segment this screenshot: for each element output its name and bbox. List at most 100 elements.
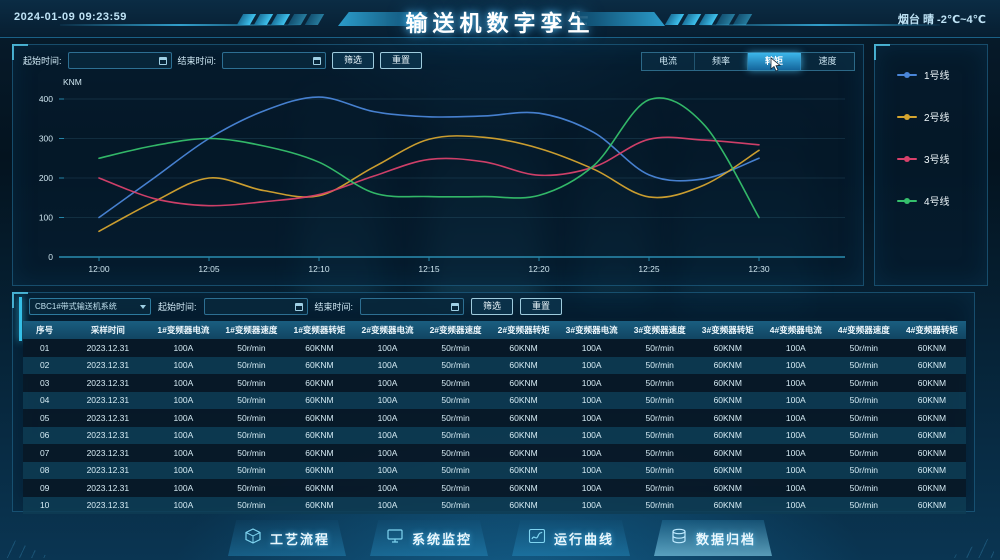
table-row[interactable]: 05 2023.12.31 100A 50r/min 60KNM 100A 50r/min 6… — [23, 409, 966, 427]
table-cell: 50r/min — [421, 479, 490, 497]
table-row[interactable]: 08 2023.12.31 100A 50r/min 60KNM 100A 50r/min 6… — [23, 461, 966, 479]
nav-label: 数据归档 — [695, 531, 756, 547]
chart-filter-button[interactable]: 筛选 — [332, 52, 375, 69]
legend-swatch — [897, 71, 917, 78]
nav-item-1[interactable]: 系统监控 — [370, 520, 488, 556]
table-cell: 60KNM — [897, 461, 966, 479]
table-cell: 2023.12.31 — [66, 426, 150, 444]
chart-end-date-input[interactable] — [223, 55, 326, 71]
table-cell: 60KNM — [285, 391, 354, 409]
table-row[interactable]: 10 2023.12.31 100A 50r/min 60KNM 100A 50r/min 6… — [23, 496, 966, 514]
nav-item-3[interactable]: 数据归档 — [654, 520, 772, 556]
table-start-date-field[interactable] — [203, 298, 308, 317]
table-cell: 60KNM — [285, 479, 354, 497]
table-cell: 08 — [23, 461, 67, 479]
chart-end-date-field[interactable] — [222, 52, 327, 71]
table-cell: 60KNM — [693, 356, 762, 374]
table-column-header: 序号 — [23, 321, 67, 339]
table-cell: 2023.12.31 — [66, 479, 150, 497]
table-cell: 50r/min — [625, 391, 694, 409]
table-column-header: 3#变频器速度 — [625, 321, 694, 339]
table-row[interactable]: 04 2023.12.31 100A 50r/min 60KNM 100A 50r/min 6… — [23, 391, 966, 409]
table-cell: 09 — [23, 479, 67, 497]
chart-legend: 1号线 2号线 3号线 4号线 — [875, 45, 987, 208]
table-header-row: 序号 采样时间 1#变频器电流 1#变频器速度 1#变频器转矩 2#变频器电流 2#变频器速… — [23, 321, 966, 339]
table-cell: 100A — [149, 426, 218, 444]
table-cell: 50r/min — [829, 496, 898, 514]
table-cell: 60KNM — [285, 496, 354, 514]
header-swoosh-right — [575, 12, 665, 26]
table-start-date-input[interactable] — [204, 301, 307, 317]
table-cell: 50r/min — [829, 339, 898, 357]
table-cell: 50r/min — [421, 356, 490, 374]
calendar-icon[interactable] — [313, 57, 322, 65]
legend-item-0[interactable]: 1号线 — [897, 67, 987, 82]
calendar-icon[interactable] — [294, 303, 303, 311]
table-cell: 60KNM — [489, 356, 558, 374]
metric-tab-1[interactable]: 频率 — [695, 53, 748, 70]
table-cell: 50r/min — [625, 461, 694, 479]
svg-text:300: 300 — [39, 134, 53, 144]
calendar-icon[interactable] — [451, 303, 460, 311]
table-cell: 100A — [557, 356, 626, 374]
table-cell: 100A — [353, 409, 422, 427]
header-swoosh-left — [338, 12, 428, 26]
table-row[interactable]: 03 2023.12.31 100A 50r/min 60KNM 100A 50r/min 6… — [23, 374, 966, 392]
nav-item-2[interactable]: 运行曲线 — [512, 520, 630, 556]
chart-start-date-input[interactable] — [68, 55, 171, 71]
table-reset-button[interactable]: 重置 — [520, 298, 563, 315]
table-cell: 100A — [761, 461, 830, 479]
table-cell: 60KNM — [489, 426, 558, 444]
table-filter-button[interactable]: 筛选 — [471, 298, 514, 315]
nav-item-0[interactable]: 工艺流程 — [228, 520, 346, 556]
table-row[interactable]: 06 2023.12.31 100A 50r/min 60KNM 100A 50r/min 6… — [23, 426, 966, 444]
system-select-value: CBC1#带式输送机系统 — [35, 302, 117, 311]
table-column-header: 1#变频器转矩 — [285, 321, 354, 339]
table-cell: 50r/min — [217, 356, 286, 374]
table-row[interactable]: 01 2023.12.31 100A 50r/min 60KNM 100A 50r/min 6… — [23, 339, 966, 357]
table-cell: 50r/min — [829, 356, 898, 374]
table-cell: 2023.12.31 — [66, 391, 150, 409]
system-select[interactable]: CBC1#带式输送机系统 — [29, 298, 151, 315]
legend-item-2[interactable]: 3号线 — [897, 151, 987, 166]
monitor-icon — [387, 528, 403, 543]
table-cell: 60KNM — [897, 479, 966, 497]
end-time-label: 结束时间: — [314, 302, 354, 312]
table-cell: 100A — [149, 391, 218, 409]
table-cell: 100A — [557, 444, 626, 462]
table-cell: 50r/min — [829, 444, 898, 462]
table-end-date-input[interactable] — [361, 301, 464, 317]
table-cell: 100A — [353, 444, 422, 462]
chart-start-date-field[interactable] — [67, 52, 172, 71]
table-cell: 100A — [149, 496, 218, 514]
table-cell: 60KNM — [693, 444, 762, 462]
table-column-header: 2#变频器速度 — [421, 321, 490, 339]
table-cell: 100A — [353, 374, 422, 392]
table-cell: 50r/min — [217, 391, 286, 409]
weather-info: 烟台 晴 -2℃~4℃ — [897, 14, 986, 26]
legend-label: 4号线 — [924, 197, 950, 208]
table-cell: 100A — [149, 356, 218, 374]
metric-tab-0[interactable]: 电流 — [642, 53, 695, 70]
table-column-header: 3#变频器转矩 — [693, 321, 762, 339]
svg-text:KNM: KNM — [63, 77, 82, 87]
nav-label: 运行曲线 — [553, 531, 614, 547]
table-cell: 100A — [149, 444, 218, 462]
table-end-date-field[interactable] — [360, 298, 465, 317]
table-row[interactable]: 09 2023.12.31 100A 50r/min 60KNM 100A 50r/min 6… — [23, 479, 966, 497]
table-row[interactable]: 02 2023.12.31 100A 50r/min 60KNM 100A 50r/min 6… — [23, 356, 966, 374]
chart-reset-button[interactable]: 重置 — [380, 52, 423, 69]
table-cell: 100A — [557, 409, 626, 427]
calendar-icon[interactable] — [158, 57, 167, 65]
table-cell: 60KNM — [693, 339, 762, 357]
legend-item-1[interactable]: 2号线 — [897, 109, 987, 124]
table-cell: 50r/min — [217, 444, 286, 462]
svg-text:12:15: 12:15 — [418, 264, 440, 274]
table-cell: 60KNM — [693, 426, 762, 444]
metric-tab-2[interactable]: 转矩 — [748, 53, 801, 70]
legend-item-3[interactable]: 4号线 — [897, 193, 987, 208]
table-cell: 50r/min — [217, 479, 286, 497]
table-row[interactable]: 07 2023.12.31 100A 50r/min 60KNM 100A 50r/min 6… — [23, 444, 966, 462]
metric-tab-3[interactable]: 速度 — [818, 56, 837, 66]
table-cell: 60KNM — [693, 391, 762, 409]
